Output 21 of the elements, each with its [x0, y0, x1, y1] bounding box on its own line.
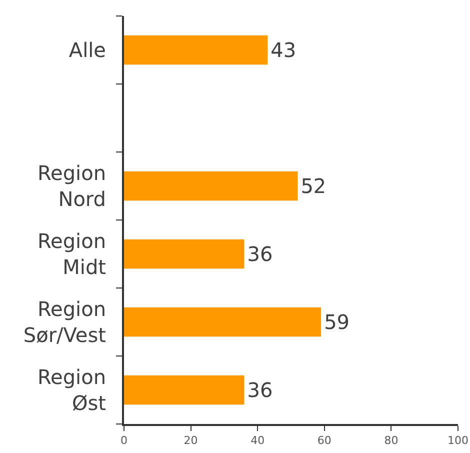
data-label: 52 — [300, 174, 326, 198]
x-tick-label: 0 — [120, 434, 128, 448]
x-tick-label: 80 — [384, 434, 398, 448]
bar — [124, 35, 268, 65]
x-tick-label: 100 — [448, 434, 468, 448]
y-tick-label: Region Midt — [38, 229, 106, 279]
data-label: 59 — [324, 310, 350, 334]
y-tick-label: Alle — [68, 38, 106, 62]
data-label: 36 — [247, 242, 273, 266]
bar — [124, 375, 244, 405]
bar — [124, 171, 298, 201]
x-tick-label: 20 — [184, 434, 198, 448]
bar — [124, 307, 322, 337]
data-label: 36 — [247, 378, 273, 402]
y-tick-label: Region Øst — [38, 365, 106, 415]
x-tick-label: 60 — [317, 434, 332, 448]
x-tick-label: 40 — [250, 434, 265, 448]
bar — [124, 239, 244, 269]
y-tick-label: Region Sør/Vest — [23, 297, 106, 347]
data-label: 43 — [270, 38, 296, 62]
y-tick-label: Region Nord — [38, 161, 106, 211]
